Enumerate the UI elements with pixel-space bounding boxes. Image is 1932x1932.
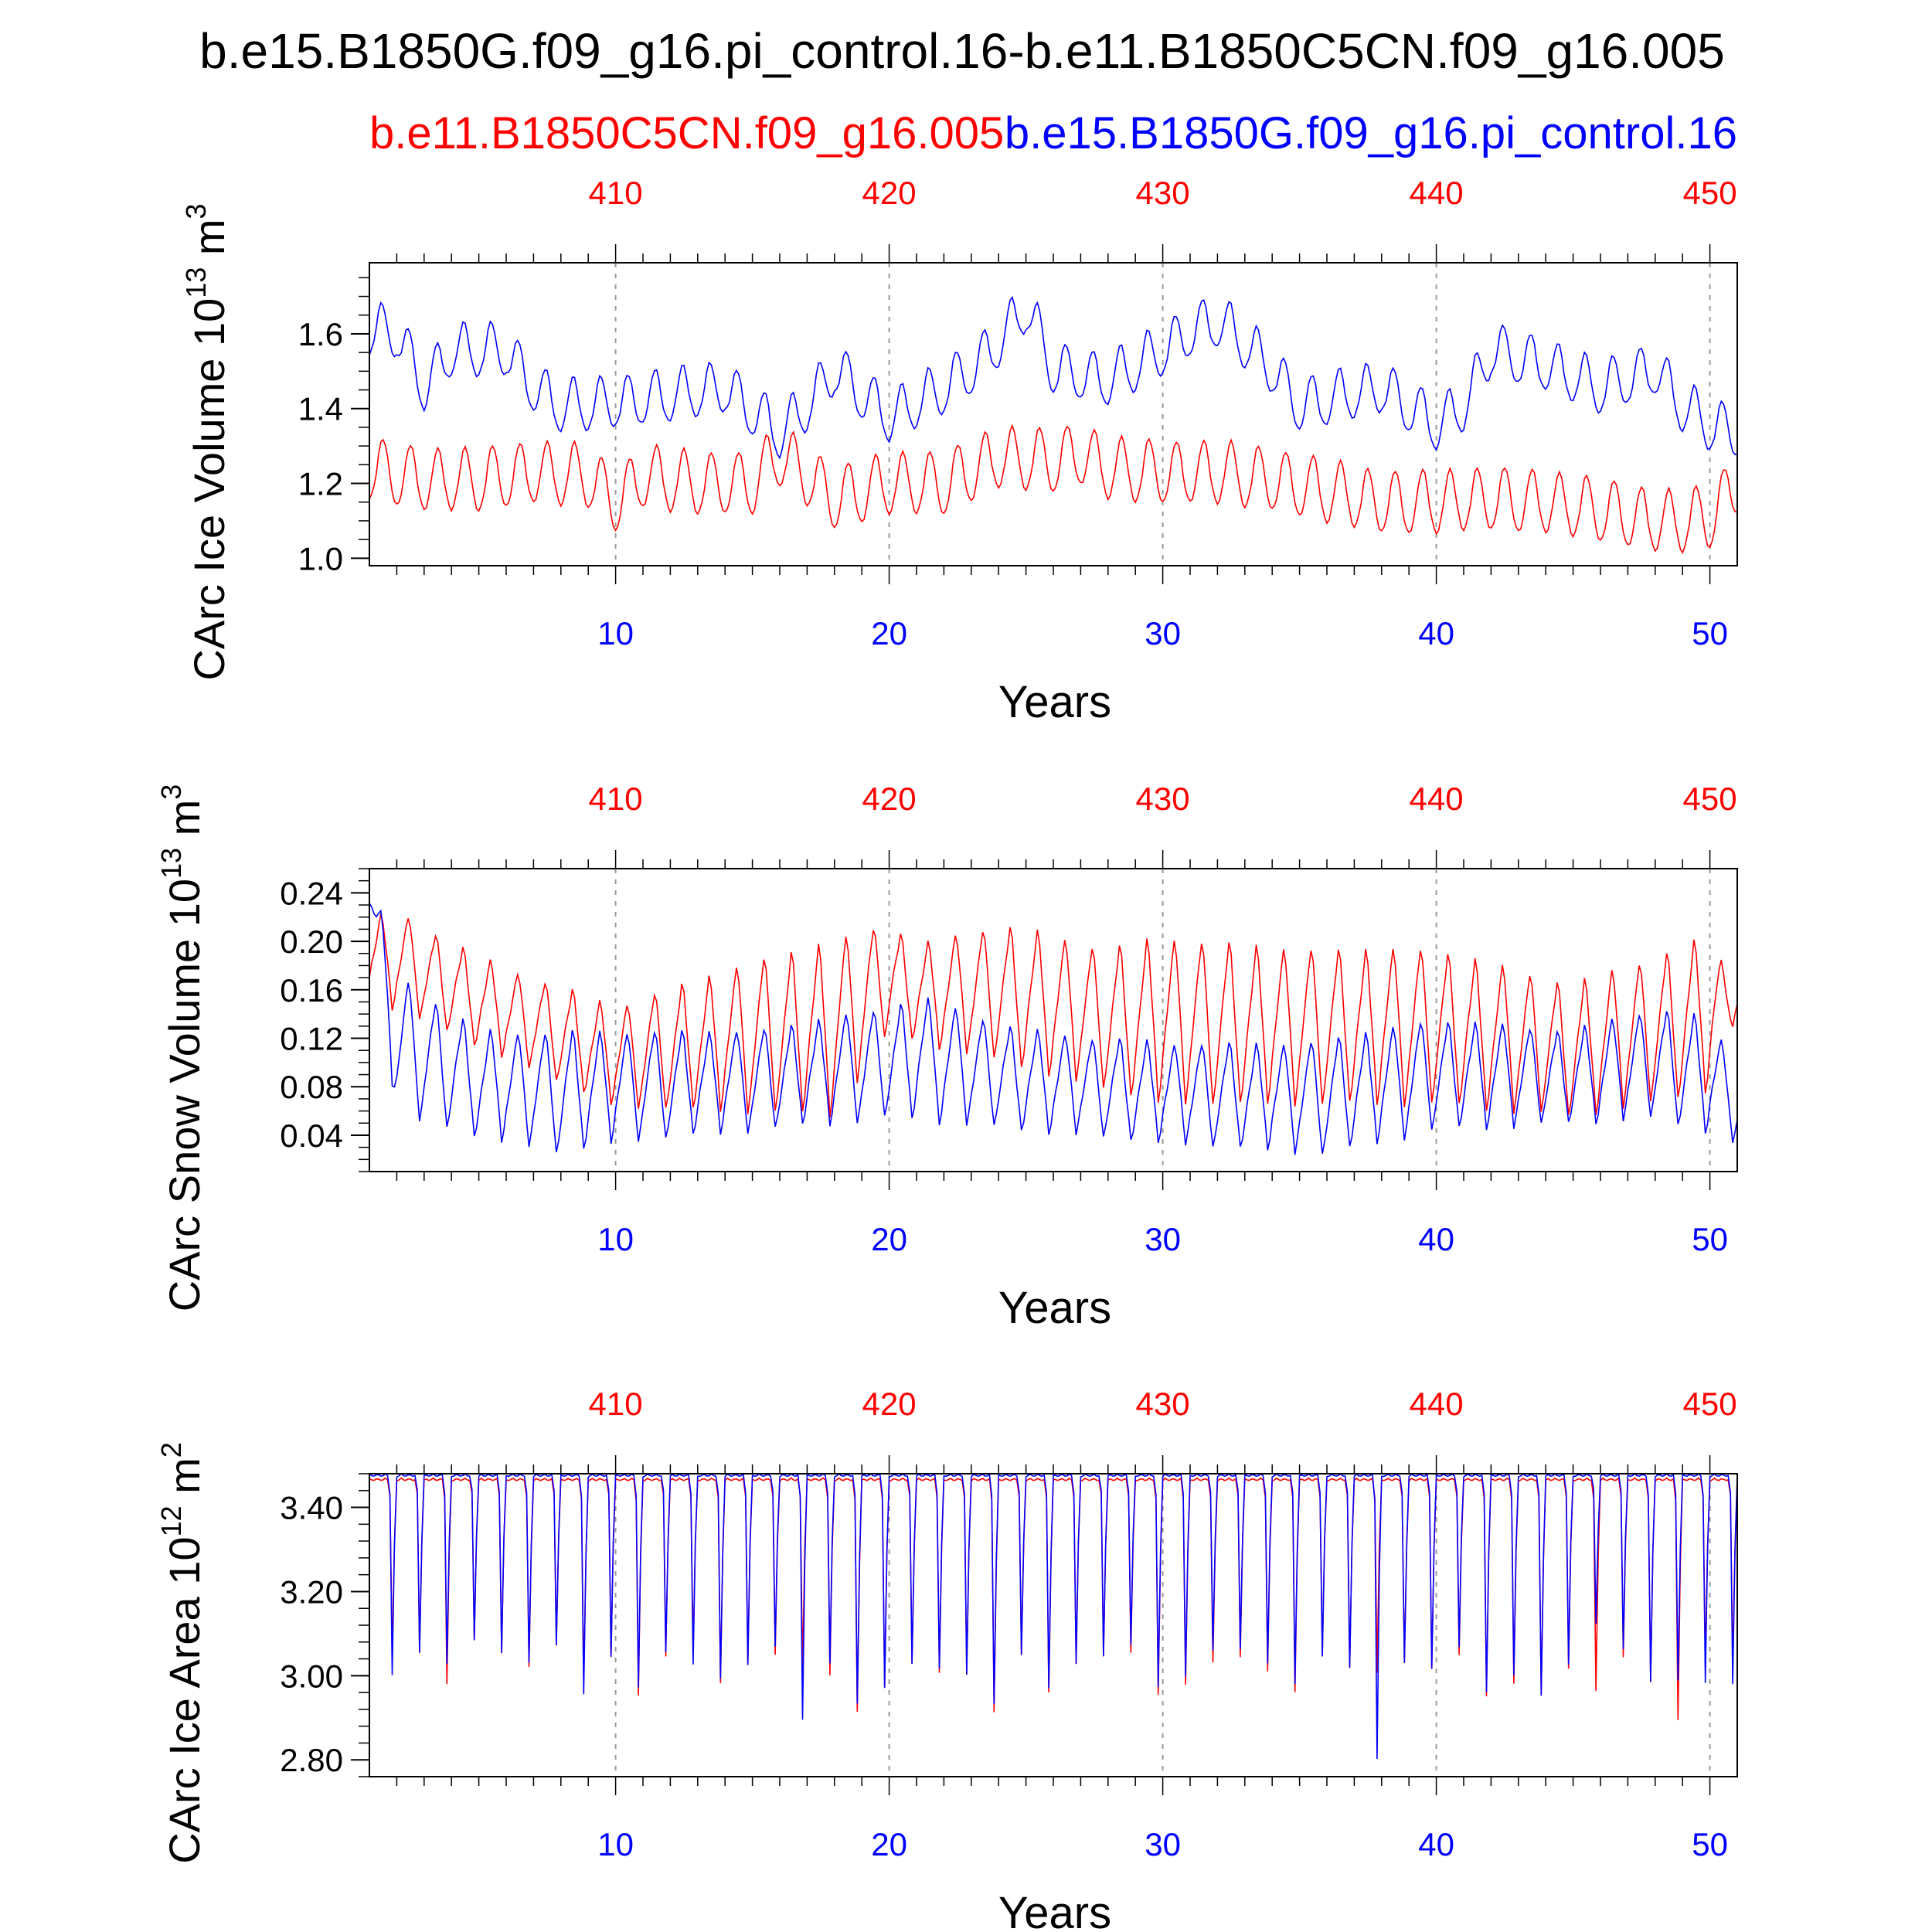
- x-tick-label-top: 420: [862, 781, 917, 817]
- x-tick-label-top: 440: [1410, 781, 1464, 817]
- x-tick-label-top: 450: [1683, 1386, 1737, 1422]
- y-axis-label-exponent: 12: [155, 1505, 187, 1536]
- plot-frame: [369, 1473, 1738, 1777]
- x-tick-label-top: 420: [862, 175, 917, 211]
- y-tick-label: 2.80: [280, 1742, 343, 1778]
- y-axis-label-exponent: 13: [180, 267, 212, 298]
- panels-container: 1.0 1.2 1.4 1.6 10 20 30 40 50 410 420 430 440 450 Yea…: [155, 175, 1738, 1932]
- y-tick-label: 0.16: [280, 972, 343, 1009]
- y-tick-label: 0.08: [280, 1069, 343, 1105]
- series-line-red: [369, 423, 1737, 555]
- y-axis-label-unit: m: [185, 219, 233, 267]
- y-tick-label: 1.6: [298, 316, 343, 352]
- y-axis-label-unit-exponent: 3: [155, 784, 187, 800]
- x-tick-label-top: 430: [1136, 781, 1190, 817]
- y-axis-label: CArc Ice Volume 1013 m3: [180, 203, 233, 680]
- x-tick-label-bottom: 10: [597, 615, 634, 651]
- x-tick-label-top: 410: [589, 175, 643, 211]
- y-axis-label-main: CArc Ice Volume 10: [185, 298, 233, 681]
- x-axis-label: Years: [998, 1283, 1111, 1333]
- x-tick-label-bottom: 50: [1692, 615, 1728, 651]
- legend-case-red: b.e11.B1850C5CN.f09_g16.005: [369, 108, 1004, 158]
- y-axis-label-exponent: 13: [155, 848, 187, 879]
- x-axis-label: Years: [998, 677, 1111, 727]
- x-tick-label-top: 420: [862, 1386, 917, 1422]
- y-axis-label-main: CArc Snow Volume 10: [160, 879, 209, 1311]
- y-tick-label: 0.04: [280, 1117, 343, 1154]
- x-tick-label-top: 440: [1410, 175, 1464, 211]
- y-tick-label: 0.12: [280, 1021, 343, 1057]
- x-tick-label-bottom: 30: [1145, 1221, 1181, 1257]
- x-tick-label-bottom: 40: [1418, 615, 1454, 651]
- x-tick-label-bottom: 30: [1145, 1826, 1181, 1862]
- x-tick-label-bottom: 50: [1692, 1826, 1728, 1862]
- y-axis-label-unit-exponent: 3: [180, 203, 212, 219]
- x-tick-label-bottom: 10: [597, 1826, 634, 1862]
- y-tick-label: 1.0: [298, 540, 343, 577]
- x-tick-label-top: 450: [1683, 781, 1737, 817]
- y-axis-label-main: CArc Ice Area 10: [160, 1536, 209, 1863]
- y-axis-label-unit: m: [160, 1458, 209, 1505]
- y-tick-label: 0.24: [280, 875, 343, 911]
- x-tick-label-bottom: 40: [1418, 1826, 1454, 1862]
- x-tick-label-bottom: 10: [597, 1221, 634, 1257]
- y-tick-label: 1.2: [298, 466, 343, 502]
- y-axis-label-unit-exponent: 2: [155, 1442, 187, 1458]
- series-line-blue: [369, 1474, 1737, 1760]
- x-tick-label-top: 430: [1136, 175, 1190, 211]
- y-axis-label: CArc Ice Area 1012 m2: [155, 1442, 209, 1864]
- y-tick-label: 0.20: [280, 923, 343, 960]
- y-axis-label: CArc Snow Volume 1013 m3: [155, 784, 209, 1312]
- x-tick-label-bottom: 20: [871, 1221, 907, 1257]
- x-tick-label-bottom: 20: [871, 615, 907, 651]
- x-tick-label-top: 450: [1683, 175, 1737, 211]
- chart-panel-3: 2.80 3.00 3.20 3.40 10 20 30 40 50 410 420 430 440 45…: [155, 1386, 1738, 1932]
- plot-frame: [369, 868, 1738, 1172]
- x-tick-label-top: 410: [589, 1386, 643, 1422]
- y-tick-label: 1.4: [298, 391, 343, 427]
- y-tick-label: 3.20: [280, 1573, 343, 1610]
- figure-title: b.e15.B1850G.f09_g16.pi_control.16-b.e11…: [199, 23, 1725, 79]
- series-line-blue: [369, 295, 1737, 460]
- series-line-red: [369, 913, 1737, 1118]
- chart-panel-1: 1.0 1.2 1.4 1.6 10 20 30 40 50 410 420 430 440 450 Yea…: [180, 175, 1738, 727]
- x-tick-label-bottom: 40: [1418, 1221, 1454, 1257]
- x-tick-label-bottom: 50: [1692, 1221, 1728, 1257]
- x-tick-label-top: 430: [1136, 1386, 1190, 1422]
- y-tick-label: 3.40: [280, 1490, 343, 1526]
- y-tick-label: 3.00: [280, 1658, 343, 1694]
- series-line-red: [369, 1477, 1737, 1720]
- chart-panel-2: 0.04 0.08 0.12 0.16 0.20 0.24 10 20 30 40 50 410 420…: [155, 781, 1738, 1333]
- plot-frame: [369, 262, 1738, 566]
- x-tick-label-bottom: 30: [1145, 615, 1181, 651]
- x-tick-label-bottom: 20: [871, 1826, 907, 1862]
- x-tick-label-top: 410: [589, 781, 643, 817]
- x-tick-label-top: 440: [1410, 1386, 1464, 1422]
- y-axis-label-unit: m: [160, 800, 209, 848]
- series-line-blue: [369, 903, 1737, 1155]
- legend-case-blue: b.e15.B1850G.f09_g16.pi_control.16: [1005, 108, 1737, 158]
- x-axis-label: Years: [998, 1888, 1111, 1932]
